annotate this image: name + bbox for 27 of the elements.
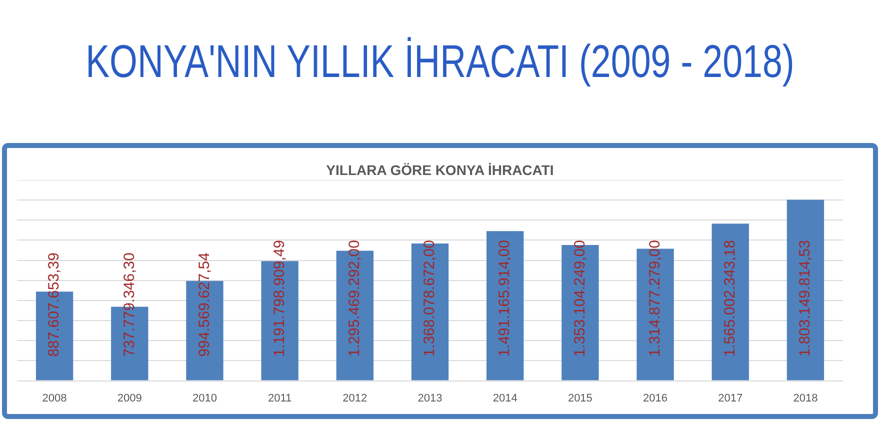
bar xyxy=(486,231,524,380)
x-tick-label: 2009 xyxy=(117,392,142,404)
data-label: 1.803.149.814,53 xyxy=(796,240,814,357)
x-tick-label: 2015 xyxy=(568,392,592,404)
x-tick-label: 2018 xyxy=(793,392,818,404)
data-label: 1.295.469.292,00 xyxy=(346,240,364,357)
bar xyxy=(712,224,749,380)
data-label: 994.569.627,54 xyxy=(196,252,213,357)
x-tick-label: 2016 xyxy=(643,392,668,404)
bar xyxy=(786,200,824,380)
x-tick-label: 2014 xyxy=(492,392,518,404)
x-tick-label: 2010 xyxy=(192,392,217,404)
data-label: 887.607.653,39 xyxy=(46,252,63,357)
x-tick-label: 2011 xyxy=(268,392,292,404)
chart-subtitle: YILLARA GÖRE KONYA İHRACATI xyxy=(325,162,555,178)
x-tick-label: 2012 xyxy=(342,392,368,404)
data-label: 1.565.002.343,18 xyxy=(722,240,739,357)
data-label: 1.314.877.279,00 xyxy=(646,240,664,357)
data-label: 1.353.104.249,00 xyxy=(571,240,588,357)
data-label: 1.491.165.914,00 xyxy=(496,240,514,357)
data-label: 1.368.078.672,00 xyxy=(421,240,438,357)
x-tick-label: 2013 xyxy=(418,392,442,404)
chart-title: KONYA'NIN YILLIK İHRACATI (2009 - 2018) xyxy=(86,34,794,88)
data-label: 737.779.346,30 xyxy=(120,252,138,357)
x-tick-label: 2017 xyxy=(718,392,743,404)
data-label: 1.191.798.909,49 xyxy=(270,240,288,357)
x-tick-label: 2008 xyxy=(42,392,67,404)
